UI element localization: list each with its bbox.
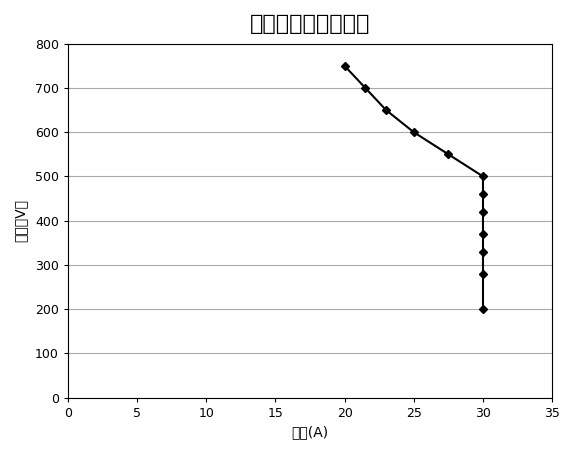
Y-axis label: 电压（V）: 电压（V）: [14, 199, 28, 242]
Title: 充电模块恒功率曲线: 充电模块恒功率曲线: [250, 14, 370, 34]
X-axis label: 电流(A): 电流(A): [292, 425, 328, 439]
